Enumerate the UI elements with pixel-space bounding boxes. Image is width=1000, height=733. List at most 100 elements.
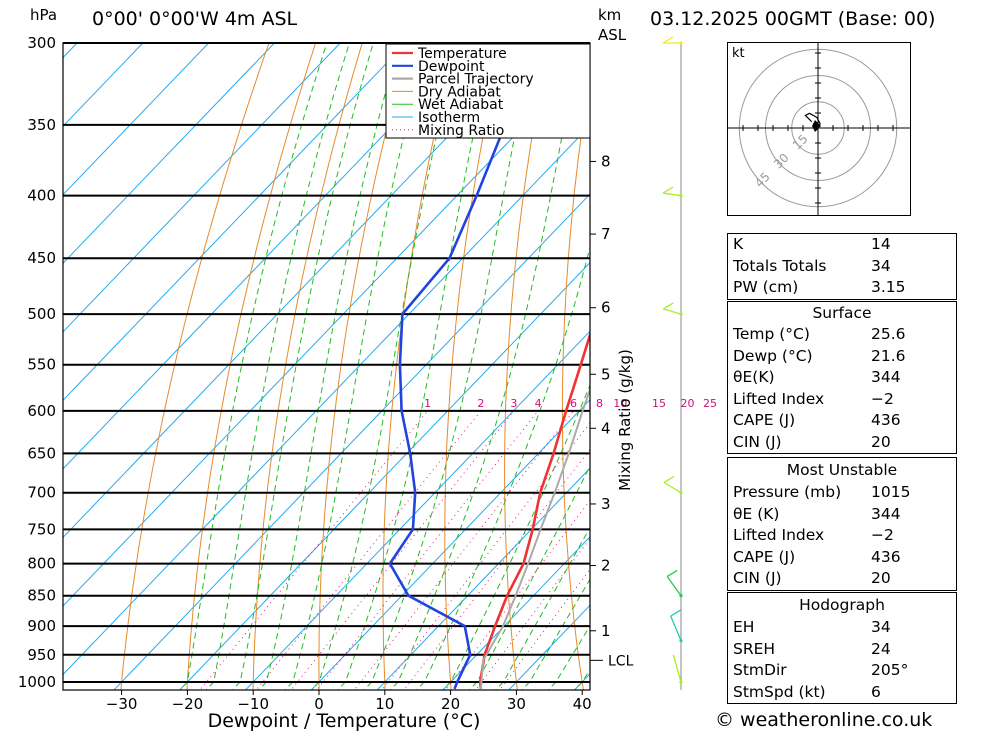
dry-adiabat-line xyxy=(318,43,410,690)
index-label: Lifted Index xyxy=(733,389,825,408)
pressure-tick-label: 450 xyxy=(27,249,56,267)
index-value: 34 xyxy=(871,256,891,275)
pressure-tick-label: 600 xyxy=(27,402,56,420)
run-datetime: 03.12.2025 00GMT (Base: 00) xyxy=(650,8,936,30)
wind-barb-dot xyxy=(679,680,683,684)
parcel-trajectory-profile xyxy=(479,386,590,689)
mixing-ratio-line xyxy=(475,537,590,690)
wind-barb-dot xyxy=(679,594,683,598)
mixing-ratio-label: 8 xyxy=(596,397,603,410)
wet-adiabat-line xyxy=(336,43,495,690)
isotherm-line xyxy=(376,467,590,690)
x-tick-label: −20 xyxy=(172,695,204,713)
dry-adiabat-line xyxy=(252,43,363,690)
index-value: −2 xyxy=(871,389,894,408)
wind-barb-flag xyxy=(670,609,682,617)
index-row: PW (cm) 3.15 xyxy=(728,277,956,299)
index-row: SREH 24 xyxy=(728,639,956,661)
index-row: StmDir 205° xyxy=(728,660,956,682)
location-title: 0°00' 0°00'W 4m ASL xyxy=(92,8,298,30)
mixing-ratio-label: 1 xyxy=(424,397,431,410)
legend-label: Isotherm xyxy=(418,110,480,126)
mixing-ratio-line xyxy=(255,410,482,690)
mixing-ratio-label: 15 xyxy=(652,397,666,410)
index-row: Dewp (°C) 21.6 xyxy=(728,346,956,368)
legend-label: Temperature xyxy=(417,46,507,62)
dry-adiabat-line xyxy=(504,43,550,690)
index-row: θE(K) 344 xyxy=(728,367,956,389)
plot-frame xyxy=(62,42,591,691)
x-tick-label: −10 xyxy=(237,695,269,713)
index-row: Pressure (mb) 1015 xyxy=(728,482,956,504)
wind-barb-dot xyxy=(679,194,683,198)
index-label: CIN (J) xyxy=(733,569,782,587)
height-tick-label: 4 xyxy=(601,419,611,437)
index-value: 436 xyxy=(871,411,901,429)
pressure-tick-label: 400 xyxy=(27,187,56,205)
hodograph-params-box: Hodograph EH 34 SREH 24 StmDir 205° StmSpd (kt… xyxy=(727,592,957,704)
pressure-tick-label: 350 xyxy=(27,116,56,134)
mixing-ratio-line xyxy=(353,410,574,690)
wind-barb-flag xyxy=(662,36,674,44)
index-row: Temp (°C) 25.6 xyxy=(728,324,956,346)
wet-adiabat-line xyxy=(205,43,350,690)
height-tick-label: 5 xyxy=(601,365,611,383)
index-label: CAPE (J) xyxy=(733,411,796,429)
wet-adiabat-line xyxy=(363,43,535,690)
index-value: 21.6 xyxy=(871,346,906,365)
pressure-tick-label: 500 xyxy=(27,305,56,323)
wind-barb-flag xyxy=(662,302,674,310)
isotherm-line xyxy=(63,43,276,264)
wind-barb-staff xyxy=(670,615,682,641)
wind-barb-dot xyxy=(679,491,683,495)
index-value: 20 xyxy=(871,569,891,587)
height-tick-label: 6 xyxy=(601,299,611,317)
wet-adiabat-line xyxy=(442,383,590,690)
x-axis-label: Dewpoint / Temperature (°C) xyxy=(208,710,481,732)
index-row: K 14 xyxy=(728,234,956,256)
mixing-ratio-line xyxy=(316,410,539,690)
mixing-ratio-label: 10 xyxy=(613,397,627,410)
index-value: 3.15 xyxy=(871,278,906,296)
pressure-tick-label: 800 xyxy=(27,555,56,573)
wind-barb-dot xyxy=(679,312,683,316)
mixing-ratio-line xyxy=(290,410,515,690)
index-value: 20 xyxy=(871,432,891,451)
isotherm-line xyxy=(179,261,590,690)
x-tick-label: −30 xyxy=(106,695,138,713)
mixing-ratio-line xyxy=(499,568,590,690)
isotherm-line xyxy=(63,43,341,333)
wind-barb-dot xyxy=(679,41,683,45)
hodograph-trace xyxy=(804,112,821,129)
index-row: Lifted Index −2 xyxy=(728,525,956,547)
wind-barb-staff xyxy=(672,654,682,683)
x-tick-label: 10 xyxy=(375,695,394,713)
index-row: θE (K) 344 xyxy=(728,504,956,526)
index-value: 34 xyxy=(871,618,891,636)
mixing-ratio-label: 6 xyxy=(570,397,577,410)
most-unstable-title: Most Unstable xyxy=(786,461,898,479)
x-tick-label: 40 xyxy=(573,695,592,713)
pressure-tick-label: 750 xyxy=(27,520,56,538)
index-label: Dewp (°C) xyxy=(733,346,813,365)
wind-barb-staff xyxy=(663,481,682,494)
mixing-ratio-label: 20 xyxy=(680,397,694,410)
index-value: −2 xyxy=(871,526,894,544)
copyright-footer[interactable]: © weatheronline.co.uk xyxy=(715,709,933,731)
isotherm-line xyxy=(63,43,144,127)
index-value: 436 xyxy=(871,547,901,566)
dry-adiabat-line xyxy=(186,43,317,690)
pressure-unit-label: hPa xyxy=(30,6,58,24)
x-tick-label: 20 xyxy=(441,695,460,713)
index-value: 6 xyxy=(871,682,881,701)
x-tick-label: 0 xyxy=(314,695,324,713)
index-label: Totals Totals xyxy=(733,256,827,275)
pressure-tick-label: 950 xyxy=(27,646,56,664)
index-label: Temp (°C) xyxy=(733,325,810,343)
legend-label: Dewpoint xyxy=(418,59,485,75)
surface-box: Surface Temp (°C) 25.6 Dewp (°C) 21.6 θE(K) 3… xyxy=(727,301,957,454)
index-row: EH 34 xyxy=(728,617,956,639)
isotherm-line xyxy=(244,330,590,690)
